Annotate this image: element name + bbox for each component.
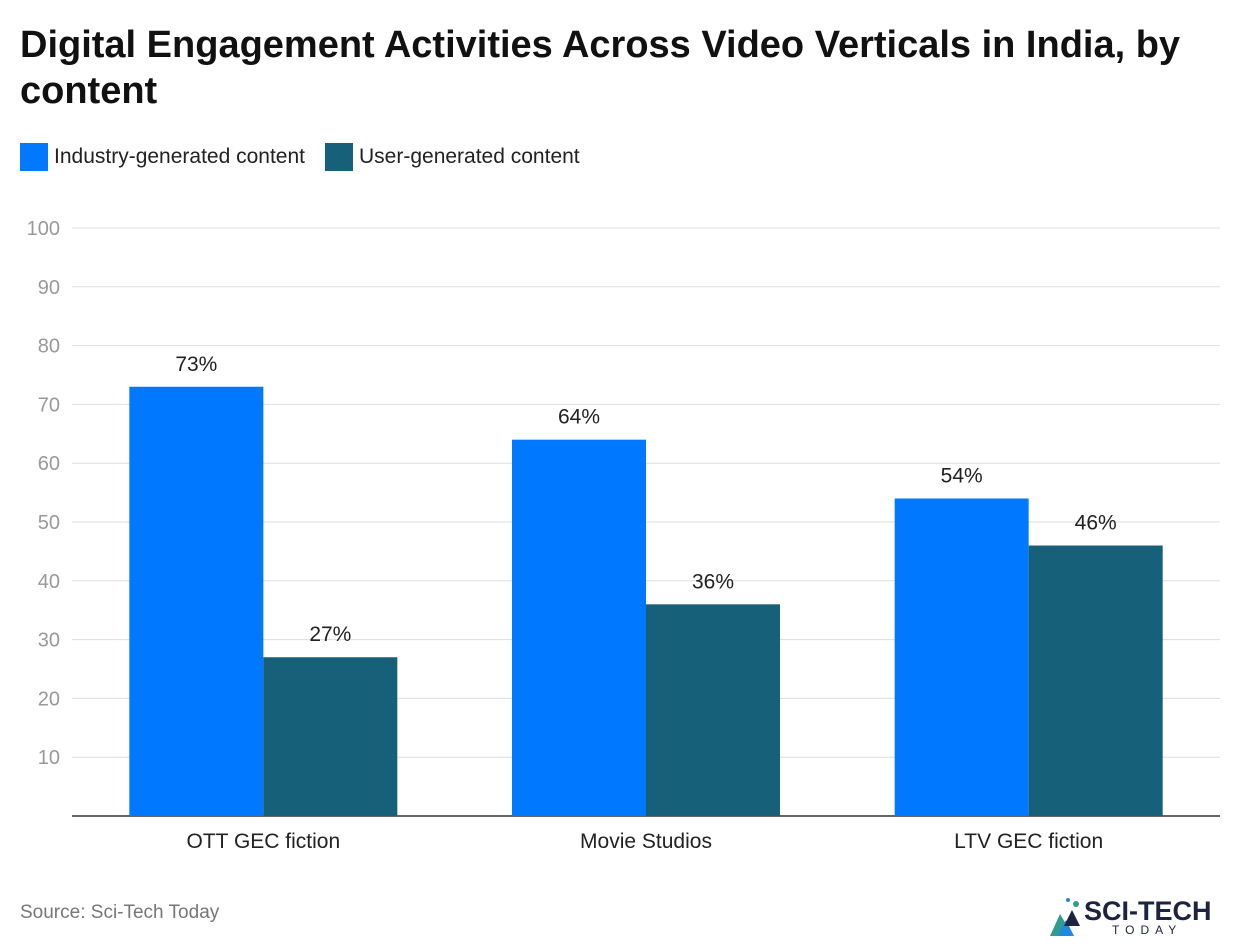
y-tick-label-70: 70 — [38, 394, 60, 416]
legend-swatch-industry — [20, 143, 48, 171]
data-label-s1-c2: 46% — [1075, 512, 1117, 535]
source-note: Source: Sci-Tech Today — [20, 902, 219, 924]
y-tick-label-90: 90 — [38, 277, 60, 299]
data-label-s1-c1: 36% — [692, 570, 734, 593]
legend-item-industry: Industry-generated content — [20, 143, 305, 171]
data-label-s0-c0: 73% — [175, 353, 217, 376]
legend-label-industry: Industry-generated content — [54, 145, 305, 168]
legend: Industry-generated content User-generate… — [20, 143, 600, 171]
y-tick-label-80: 80 — [38, 336, 60, 358]
data-label-s1-c0: 27% — [309, 623, 351, 646]
x-tick-label-2: LTV GEC fiction — [954, 830, 1103, 853]
x-tick-label-1: Movie Studios — [580, 830, 712, 853]
bar-s0-c2 — [894, 498, 1029, 816]
bar-s0-c0 — [129, 386, 264, 816]
y-tick-label-50: 50 — [38, 512, 60, 534]
bar-chart: 10 20 30 40 50 60 70 80 90 100 73% 27% OTT GEC ficti… — [27, 218, 1220, 853]
logo-mark-icon — [1050, 898, 1080, 936]
legend-label-user: User-generated content — [359, 145, 580, 168]
legend-swatch-user — [325, 143, 353, 171]
y-tick-label-100: 100 — [27, 218, 60, 240]
bar-s0-c1 — [512, 439, 646, 816]
source-label: Source: — [20, 902, 86, 923]
y-tick-label-30: 30 — [38, 630, 60, 652]
logo-word: SCI-TECH — [1084, 896, 1212, 926]
data-label-s0-c2: 54% — [941, 464, 983, 487]
y-tick-label-20: 20 — [38, 688, 60, 710]
y-tick-label-40: 40 — [38, 571, 60, 593]
y-tick-label-10: 10 — [38, 747, 60, 769]
bar-s1-c0 — [263, 657, 398, 816]
sci-tech-logo: SCI-TECH TODAY — [1046, 896, 1226, 940]
y-tick-label-60: 60 — [38, 453, 60, 475]
x-tick-label-0: OTT GEC fiction — [187, 830, 341, 853]
bar-s1-c2 — [1028, 545, 1163, 816]
logo-sub: TODAY — [1112, 923, 1183, 937]
legend-item-user: User-generated content — [325, 143, 580, 171]
chart-title: Digital Engagement Activities Across Vid… — [20, 24, 1181, 112]
source-name: Sci-Tech Today — [90, 902, 220, 923]
bar-s1-c1 — [646, 604, 780, 816]
data-label-s0-c1: 64% — [558, 406, 600, 429]
